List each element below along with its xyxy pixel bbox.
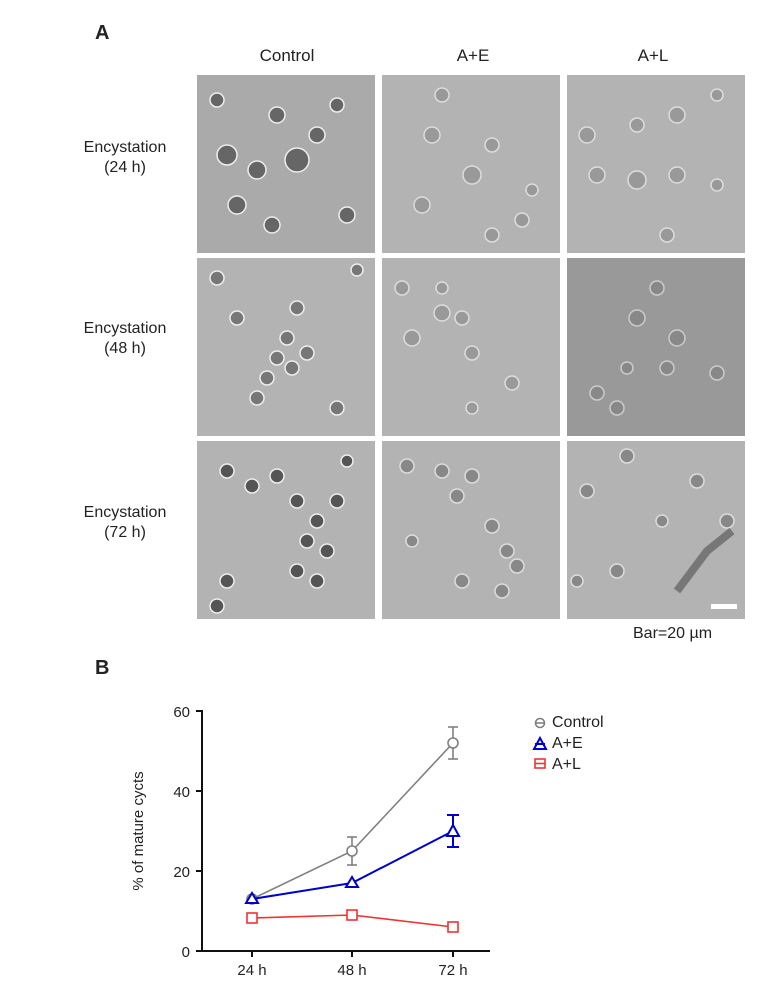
micrograph-ae-48h [382, 258, 560, 436]
row-label-line1: Encystation [83, 504, 167, 521]
y-tick-label: 20 [173, 864, 190, 881]
row-label-72h: Encystation (72 h) [60, 503, 190, 543]
column-label-control: Control [259, 46, 315, 65]
legend-label-control: Control [552, 714, 604, 731]
series-a-e [244, 814, 461, 904]
micrograph-al-72h [567, 441, 745, 619]
micrograph-ae-24h [382, 75, 560, 253]
row-label-line1: Encystation [83, 320, 167, 337]
micrograph-control-72h [197, 441, 375, 619]
legend-label-a-e: A+E [552, 735, 583, 752]
column-label-a-l: A+L [637, 46, 669, 65]
x-tick-label: 24 h [237, 962, 266, 979]
row-label-24h: Encystation (24 h) [60, 138, 190, 178]
legend [532, 717, 548, 769]
row-label-line2: (48 h) [104, 340, 146, 357]
y-tick-label: 0 [182, 944, 190, 961]
y-axis-label: % of mature cycts [130, 771, 147, 890]
x-tick-label: 72 h [438, 962, 467, 979]
micrograph-al-48h [567, 258, 745, 436]
panel-b-letter: B [95, 657, 110, 679]
row-label-48h: Encystation (48 h) [60, 319, 190, 359]
panel-a-letter: A [95, 22, 110, 44]
y-tick-label: 60 [173, 704, 190, 721]
legend-label-a-l: A+L [552, 756, 581, 773]
scale-bar [711, 604, 737, 609]
x-tick-label: 48 h [337, 962, 366, 979]
series-control [246, 726, 459, 905]
scale-bar-label: Bar=20 µm [633, 625, 713, 642]
micrograph-al-24h [567, 75, 745, 253]
row-label-line2: (24 h) [104, 159, 146, 176]
micrograph-control-24h [197, 75, 375, 253]
micrograph-ae-72h [382, 441, 560, 619]
row-label-line1: Encystation [83, 139, 167, 156]
series-a-l [246, 909, 459, 933]
y-tick-label: 40 [173, 784, 190, 801]
micrograph-control-48h [197, 258, 375, 436]
column-label-a-e: A+E [456, 46, 490, 65]
row-label-line2: (72 h) [104, 524, 146, 541]
